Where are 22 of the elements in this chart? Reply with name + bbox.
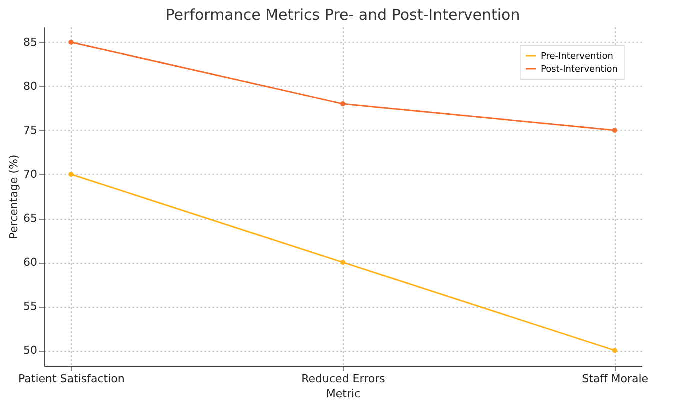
y-axis-title: Percentage (%) — [8, 154, 21, 240]
x-tick-label: Staff Morale — [582, 372, 649, 386]
y-tick-label: 60 — [24, 256, 38, 270]
point — [612, 128, 618, 133]
point — [68, 40, 74, 45]
x-tick-label: Reduced Errors — [302, 372, 386, 386]
y-tick-label: 70 — [24, 168, 38, 181]
point — [340, 102, 346, 107]
x-tick-label: Patient Satisfaction — [18, 372, 125, 386]
y-tick-label: 65 — [24, 212, 38, 226]
point — [612, 348, 618, 354]
x-axis-title: Metric — [326, 388, 361, 400]
y-tick-label: 85 — [24, 36, 38, 49]
legend-label: Pre-Intervention — [541, 52, 614, 62]
point — [68, 172, 74, 177]
y-tick-label: 50 — [24, 344, 38, 358]
y-tick-label: 80 — [24, 80, 38, 93]
chart-title: Performance Metrics Pre- and Post-Intervention — [166, 6, 520, 24]
y-tick-label: 75 — [24, 124, 38, 137]
legend-label: Post-Intervention — [541, 65, 618, 75]
point — [340, 260, 346, 266]
y-tick-label: 55 — [24, 300, 38, 314]
